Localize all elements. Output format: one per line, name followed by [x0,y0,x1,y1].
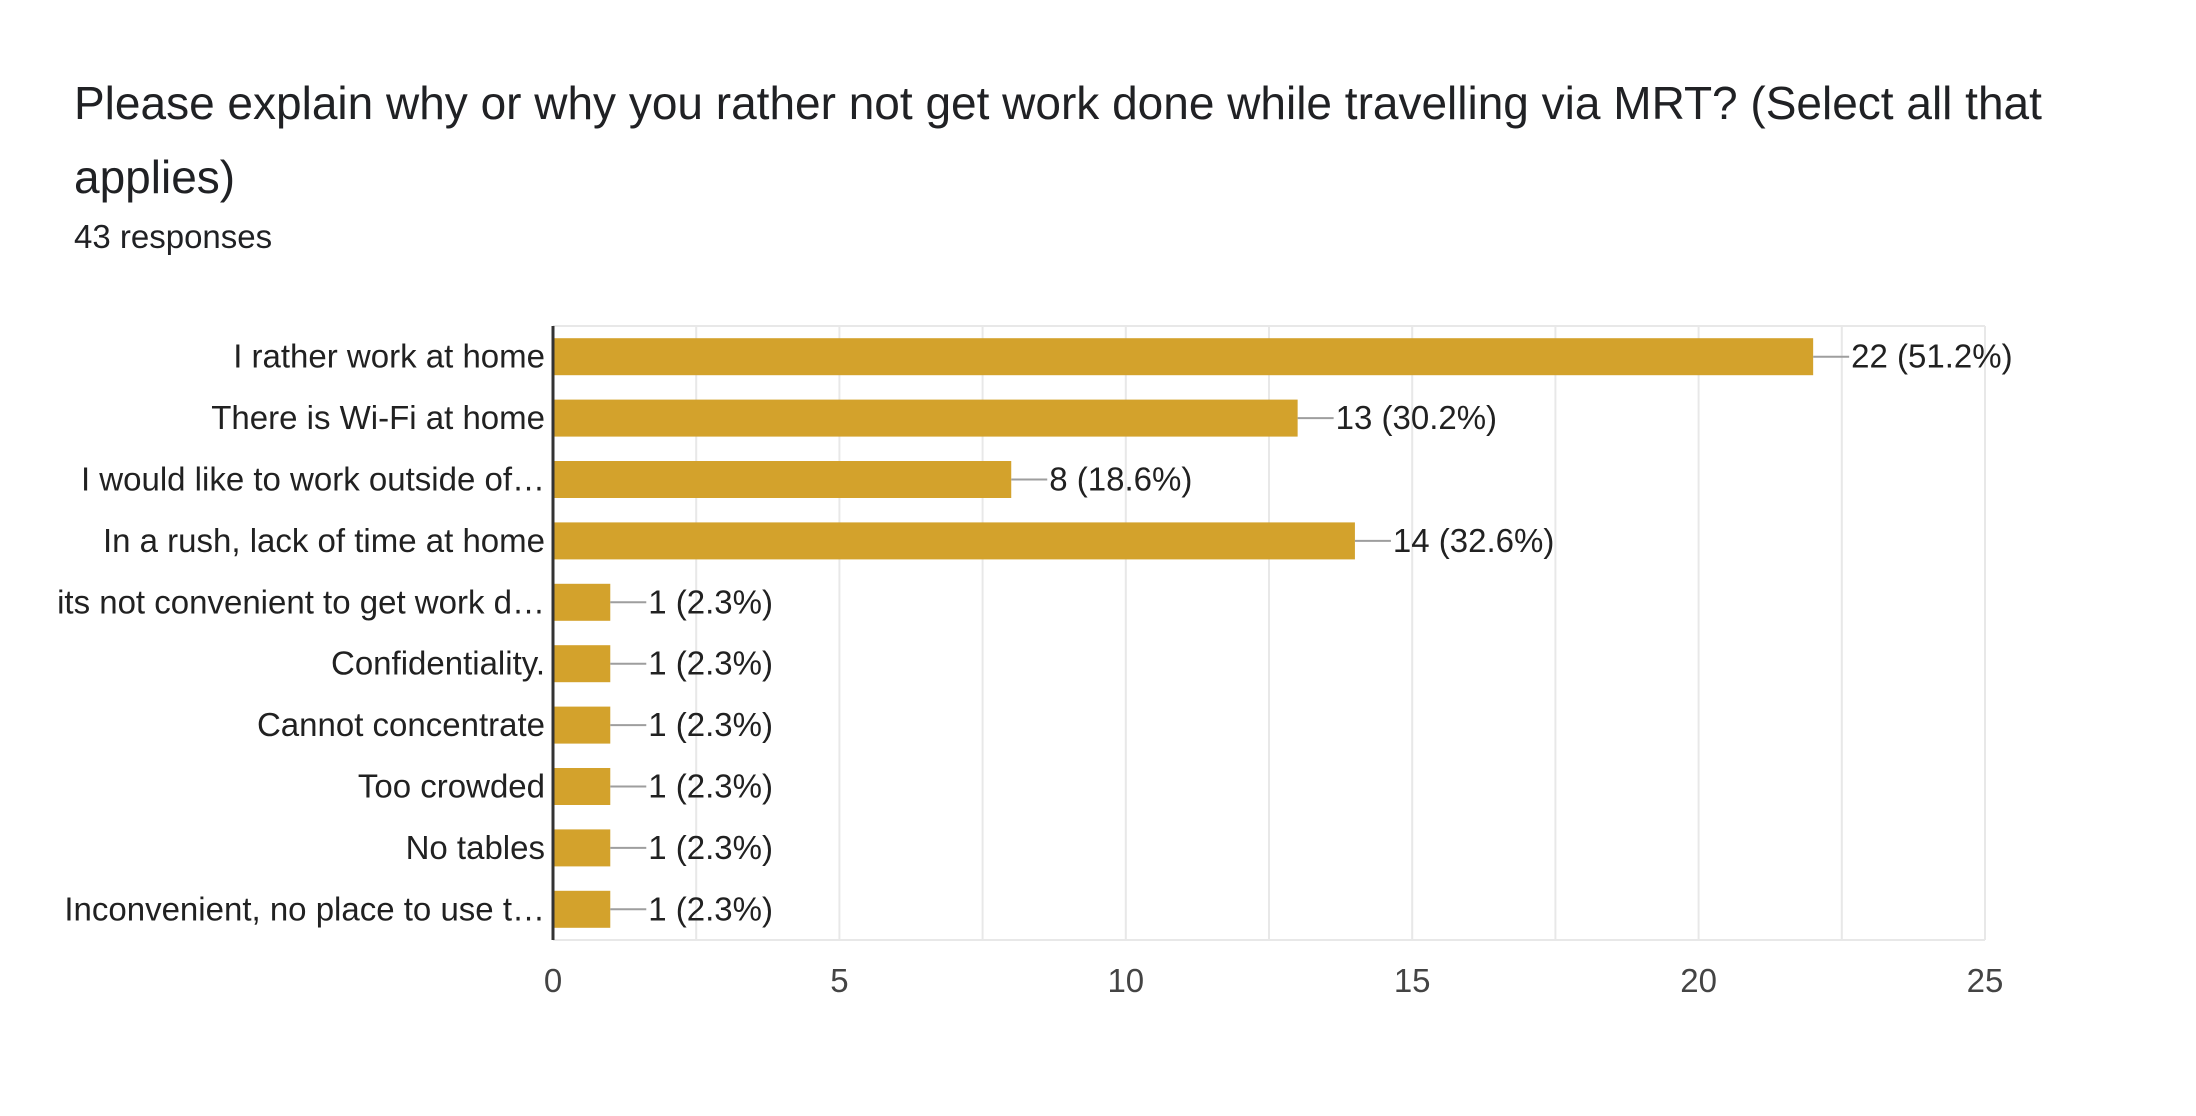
x-tick-label: 5 [830,962,848,999]
data-label: 13 (30.2%) [1336,399,1497,436]
x-tick-label: 20 [1680,962,1717,999]
bar[interactable] [553,583,611,621]
bar[interactable] [553,706,611,744]
data-label: 14 (32.6%) [1393,522,1554,559]
data-label: 8 (18.6%) [1049,461,1192,498]
data-label: 1 (2.3%) [648,890,773,927]
response-count: 43 responses [74,218,273,255]
bar[interactable] [553,338,1814,376]
category-labels: I rather work at home There is Wi-Fi at h… [57,338,545,928]
chart-title: Please explain why or why you rather not… [74,77,2042,203]
bar[interactable] [553,645,611,683]
bars [553,338,1814,928]
bar[interactable] [553,399,1298,437]
category-label: No tables [406,829,545,866]
x-tick-label: 10 [1107,962,1144,999]
bar[interactable] [553,768,611,805]
category-label: its not convenient to get work d… [57,583,545,620]
x-tick-label: 25 [1967,962,2004,999]
category-label: I rather work at home [233,338,545,375]
data-label: 1 (2.3%) [648,829,773,866]
data-label: 1 (2.3%) [648,706,773,743]
x-tick-label: 15 [1394,962,1431,999]
bar[interactable] [553,461,1012,498]
category-label: Inconvenient, no place to use t… [64,890,545,927]
x-tick-label: 0 [544,962,562,999]
category-label: Cannot concentrate [257,706,545,743]
category-label: There is Wi-Fi at home [211,399,545,436]
data-label: 1 (2.3%) [648,768,773,805]
bar[interactable] [553,890,611,928]
data-label: 22 (51.2%) [1851,338,2012,375]
data-label: 1 (2.3%) [648,583,773,620]
data-labels: 22 (51.2%) 13 (30.2%) 8 (18.6%) 14 (32.6%) 1… [610,338,2013,927]
x-axis-ticks: 0 5 10 15 20 25 [544,326,2004,999]
bar[interactable] [553,522,1355,560]
category-label: Confidentiality. [331,645,545,682]
data-label: 1 (2.3%) [648,645,773,682]
category-label: Too crowded [358,768,545,805]
category-label: In a rush, lack of time at home [103,522,545,559]
category-label: I would like to work outside of… [81,461,545,498]
bar[interactable] [553,829,611,867]
